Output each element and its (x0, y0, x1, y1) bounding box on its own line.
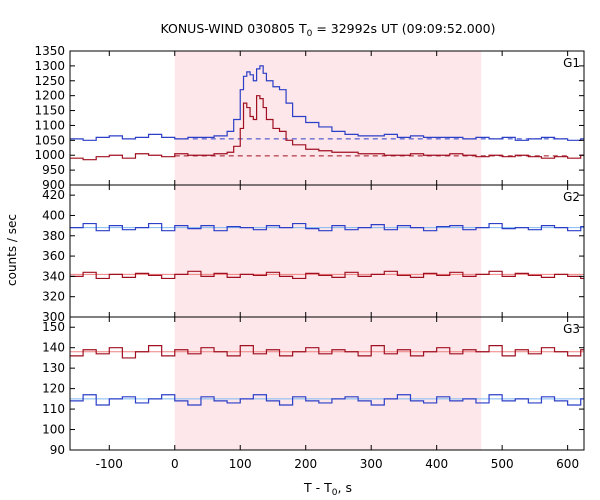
panel-g2-lightcurve-1 (70, 222, 584, 232)
panel-label: G1 (563, 56, 580, 70)
panel-g1-lightcurve-1 (70, 65, 584, 141)
x-tick-label: 100 (229, 457, 252, 471)
y-tick-label: 1150 (34, 104, 65, 118)
x-tick-label: 0 (171, 457, 179, 471)
x-tick-label: 400 (425, 457, 448, 471)
y-tick-label: 950 (42, 163, 65, 177)
y-tick-label: 110 (42, 402, 65, 416)
y-tick-label: 1350 (34, 44, 65, 58)
panel-g2-lightcurve-2 (70, 270, 584, 280)
y-tick-label: 140 (42, 341, 65, 355)
panel-label: G2 (563, 190, 580, 204)
chart-title: KONUS-WIND 030805 T0 = 32992s UT (09:09:… (160, 21, 495, 39)
y-tick-label: 420 (42, 188, 65, 202)
y-tick-label: 120 (42, 382, 65, 396)
y-axis-label: counts / sec (5, 214, 19, 286)
y-tick-label: 360 (42, 249, 65, 263)
panel-g3: 90 100 110 120 130 140 150 G3 (42, 316, 585, 457)
y-tick-label: 320 (42, 290, 65, 304)
x-axis-label: T - T0, s (303, 480, 352, 498)
y-tick-label: 1250 (34, 74, 65, 88)
y-tick-label: 150 (42, 320, 65, 334)
y-tick-label: 380 (42, 229, 65, 243)
x-tick-label: 500 (491, 457, 514, 471)
y-tick-label: 300 (42, 310, 65, 324)
panel-g3-frame (69, 316, 585, 451)
x-tick-label: 300 (360, 457, 383, 471)
y-tick-label: 340 (42, 269, 65, 283)
y-tick-label: 90 (50, 443, 65, 457)
y-tick-label: 1300 (34, 59, 65, 73)
x-tick-label: 600 (556, 457, 579, 471)
y-tick-label: 1200 (34, 89, 65, 103)
panel-label: G3 (563, 322, 580, 336)
panel-g3-lightcurve-1 (70, 345, 584, 359)
y-tick-label: 130 (42, 361, 65, 375)
y-tick-label: 400 (42, 208, 65, 222)
y-tick-label: 100 (42, 423, 65, 437)
panel-g1-lightcurve-2 (70, 95, 584, 161)
x-tick-label: -100 (96, 457, 123, 471)
y-tick-label: 1050 (34, 133, 65, 147)
y-tick-label: 1100 (34, 118, 65, 132)
y-tick-label: 900 (42, 178, 65, 192)
panel-g3-lightcurve-2 (70, 394, 584, 406)
y-tick-label: 1000 (34, 148, 65, 162)
shaded-interval (174, 51, 482, 450)
plot-layer: 90095010001050110011501200125013001350G1… (34, 44, 585, 471)
x-tick-label: 200 (294, 457, 317, 471)
